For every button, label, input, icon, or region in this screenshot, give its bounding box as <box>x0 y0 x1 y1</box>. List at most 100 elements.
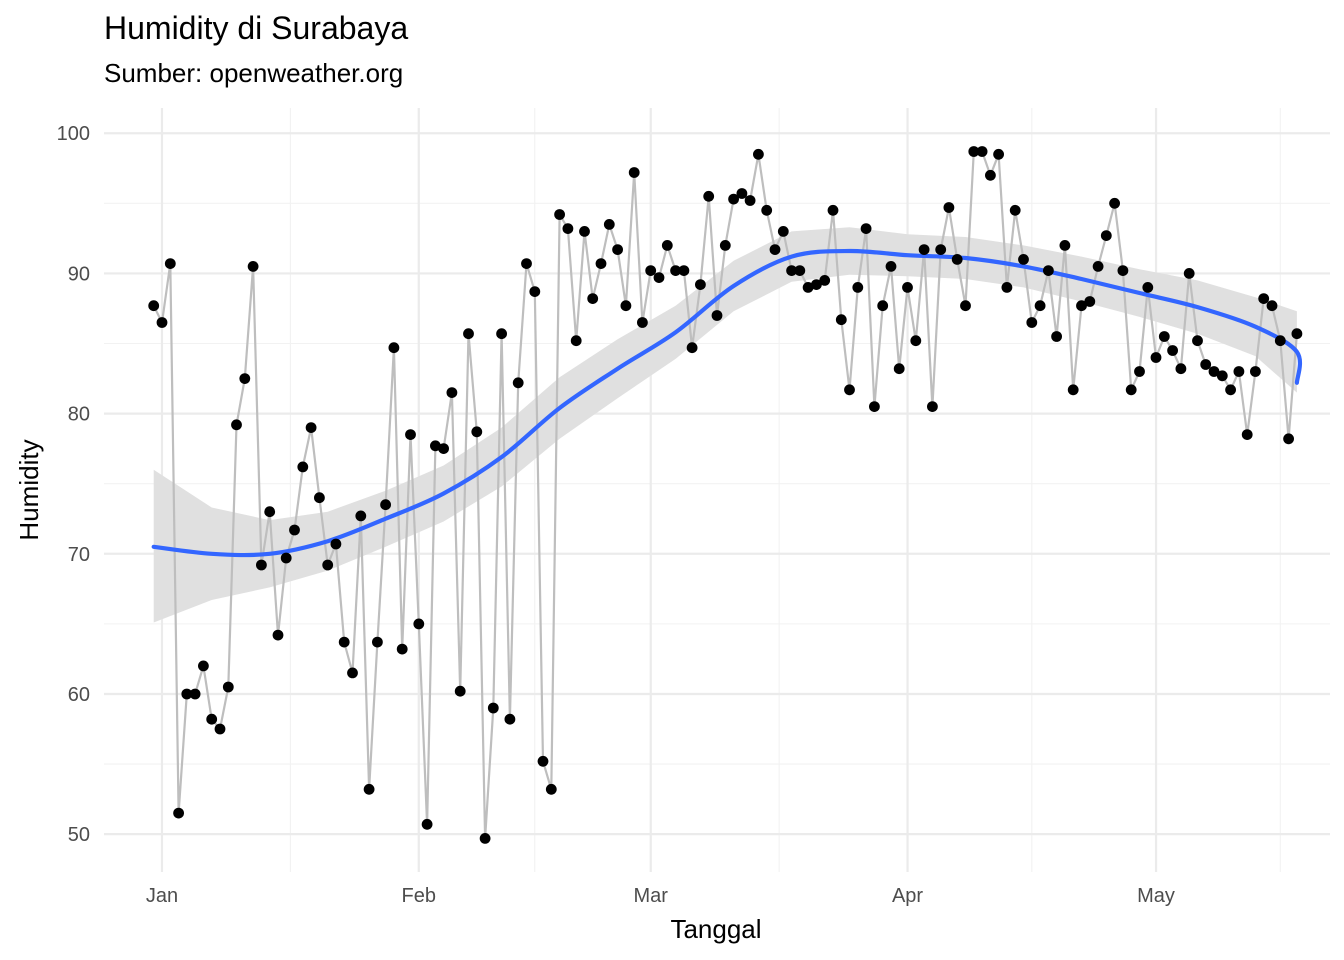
y-tick-label: 60 <box>68 684 90 706</box>
humidity-point <box>1092 261 1104 272</box>
confidence-band <box>153 227 1297 623</box>
humidity-point <box>396 643 408 655</box>
humidity-point <box>794 265 806 276</box>
humidity-point <box>231 419 242 431</box>
humidity-point <box>554 209 565 220</box>
y-axis-ticks: 50 60 70 80 90 100 <box>57 123 90 846</box>
y-axis-label: Humidity <box>14 439 44 540</box>
humidity-point <box>1208 366 1220 377</box>
humidity-point <box>968 146 980 157</box>
humidity-point <box>711 310 723 321</box>
data-points <box>148 146 1303 844</box>
humidity-point <box>148 300 160 312</box>
humidity-point <box>247 261 259 272</box>
humidity-point <box>587 293 599 304</box>
humidity-point <box>347 667 358 679</box>
minor-gridlines <box>104 108 1330 872</box>
humidity-point <box>918 244 930 256</box>
humidity-point <box>198 660 209 672</box>
humidity-point <box>512 377 524 389</box>
humidity-point <box>1274 335 1286 347</box>
chart-subtitle: Sumber: openweather.org <box>104 58 404 88</box>
humidity-point <box>256 559 267 571</box>
humidity-point <box>927 401 938 412</box>
humidity-point <box>562 223 574 235</box>
humidity-point <box>1225 384 1236 396</box>
humidity-point <box>338 636 350 648</box>
major-gridlines <box>104 108 1330 872</box>
humidity-point <box>1125 384 1137 396</box>
humidity-point <box>471 426 483 438</box>
humidity-point <box>206 713 218 725</box>
y-tick-label: 80 <box>68 404 90 426</box>
humidity-point <box>405 429 416 440</box>
humidity-point <box>1233 366 1245 377</box>
observation-line <box>152 150 1298 840</box>
humidity-point <box>744 195 756 206</box>
humidity-point <box>893 363 905 375</box>
humidity-point <box>1183 268 1195 279</box>
humidity-line <box>152 150 1298 840</box>
humidity-point <box>1059 240 1071 251</box>
humidity-point <box>164 258 176 269</box>
humidity-point <box>1084 296 1096 307</box>
humidity-point <box>479 833 491 844</box>
humidity-point <box>1100 230 1112 242</box>
humidity-point <box>902 282 913 293</box>
x-axis-label: Tanggal <box>670 914 761 944</box>
humidity-point <box>844 384 855 396</box>
humidity-point <box>993 148 1004 160</box>
humidity-point <box>214 723 226 735</box>
humidity-point <box>777 226 789 237</box>
humidity-point <box>239 373 251 384</box>
humidity-point <box>703 190 715 202</box>
humidity-point <box>769 244 781 256</box>
humidity-point <box>264 506 276 518</box>
x-axis-ticks: Jan Feb Mar Apr May <box>146 885 1175 907</box>
humidity-point <box>529 286 541 297</box>
y-tick-label: 50 <box>68 824 90 846</box>
humidity-point <box>1291 328 1303 340</box>
humidity-point <box>869 401 880 412</box>
x-tick-label: Apr <box>892 885 923 907</box>
humidity-point <box>1117 265 1129 276</box>
humidity-point <box>753 148 764 160</box>
humidity-point <box>181 688 193 700</box>
humidity-point <box>670 265 681 276</box>
humidity-point <box>736 188 748 199</box>
humidity-point <box>322 559 334 571</box>
humidity-point <box>877 300 889 312</box>
humidity-point <box>222 681 234 693</box>
humidity-point <box>280 552 292 564</box>
humidity-point <box>802 282 814 293</box>
humidity-point <box>1158 331 1170 342</box>
humidity-point <box>935 244 947 256</box>
humidity-point <box>1109 197 1120 209</box>
humidity-point <box>595 258 607 269</box>
humidity-point <box>661 240 673 251</box>
humidity-point <box>1150 352 1162 363</box>
humidity-point <box>1001 282 1013 293</box>
humidity-point <box>786 265 797 276</box>
humidity-point <box>1034 300 1046 312</box>
humidity-point <box>910 335 922 347</box>
humidity-point <box>728 193 739 205</box>
humidity-point <box>603 219 615 230</box>
humidity-point <box>1175 363 1187 375</box>
humidity-point <box>1216 370 1228 382</box>
humidity-point <box>620 300 632 312</box>
humidity-point <box>686 342 698 354</box>
humidity-point <box>363 783 375 795</box>
humidity-point <box>289 524 300 536</box>
x-tick-label: Feb <box>402 885 436 907</box>
smooth-line <box>151 248 1303 558</box>
humidity-point <box>314 492 325 504</box>
humidity-point <box>272 629 284 641</box>
humidity-point <box>951 254 963 265</box>
humidity-point <box>421 818 433 830</box>
humidity-point <box>885 261 897 272</box>
humidity-point <box>1142 282 1154 293</box>
humidity-point <box>637 317 648 328</box>
humidity-point <box>719 240 731 251</box>
humidity-point <box>819 275 831 286</box>
